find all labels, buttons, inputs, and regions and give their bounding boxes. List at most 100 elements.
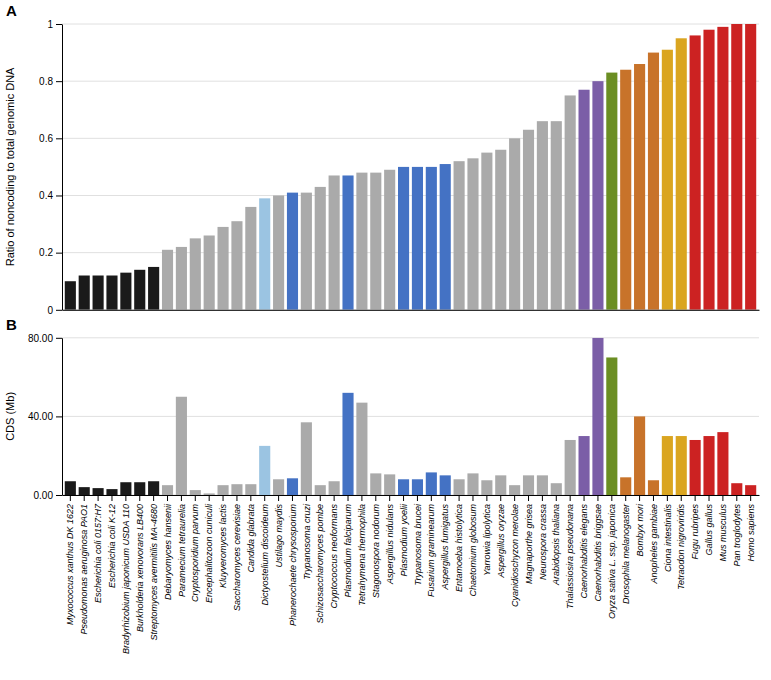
x-tick: Ciona intestinalis (663, 495, 673, 572)
tick-mark (209, 495, 210, 501)
bar (218, 485, 229, 495)
tick-mark (181, 495, 182, 501)
tick-mark (56, 138, 62, 139)
x-tick: Plasmodium falciparum (343, 495, 353, 598)
bar (106, 276, 117, 310)
y-tick: 0 (47, 305, 62, 316)
bar (342, 393, 353, 495)
bar (176, 247, 187, 310)
bar (273, 479, 284, 495)
tick-mark (389, 495, 390, 501)
x-tick: Saccharomyces cerevisiae (232, 495, 242, 611)
tick-mark (334, 495, 335, 501)
x-tick: Tetrahymena thermophila (357, 495, 367, 606)
x-tick: Magnaporthe grisea (524, 495, 534, 584)
bar (565, 440, 576, 495)
x-tick: Anopheles gambiae (649, 495, 659, 585)
bar (148, 267, 159, 310)
tick-mark (500, 495, 501, 501)
x-tick: Encephalitozoon cuniculi (204, 495, 214, 603)
bars (65, 24, 756, 310)
y-tick: 1 (47, 19, 62, 30)
y-tick: 80.00 (28, 333, 62, 344)
bar (467, 473, 478, 495)
bar (676, 436, 687, 495)
x-tick-label: Candida glabrata (246, 504, 256, 573)
x-tick: Fusarium graminearum (426, 495, 436, 597)
bar (634, 64, 645, 310)
x-tick-label: Cyanidioschyzon merolae (510, 504, 520, 607)
x-tick-label: Encephalitozoon cuniculi (204, 503, 214, 603)
x-tick-label: Yarrowia lipolytica (482, 504, 492, 576)
tick-mark (84, 495, 85, 501)
x-tick-label: Caenorhabditis elegans (579, 504, 589, 599)
x-tick: Kluyveromyces lactis (218, 495, 228, 588)
bar (65, 481, 76, 495)
axis-line (63, 310, 760, 311)
x-tick: Candida glabrata (246, 495, 256, 573)
x-tick: Aspergillus oryzae (496, 495, 506, 579)
x-tick-label: Magnaporthe grisea (524, 504, 534, 584)
x-tick-label: Aspergillus nidulans (385, 504, 395, 586)
tick-mark (56, 338, 62, 339)
bar (523, 475, 534, 495)
bar (745, 485, 756, 495)
bar (204, 493, 215, 495)
bar (204, 235, 215, 309)
tick-mark (445, 495, 446, 501)
bar (495, 150, 506, 310)
tick-mark (695, 495, 696, 501)
x-tick: Phanerochaete chrysosporium (288, 495, 298, 626)
tick-mark (348, 495, 349, 501)
x-tick-label: Saccharomyces cerevisiae (232, 504, 242, 611)
x-tick: Aspergillus nidulans (385, 495, 395, 585)
x-tick: Debaryomyces hansenii (163, 495, 173, 600)
x-tick: Caenorhabditis elegans (579, 495, 589, 599)
y-tick-label: 0.8 (39, 76, 53, 87)
bar (648, 53, 659, 310)
bar (495, 475, 506, 495)
bar (731, 483, 742, 495)
tick-mark (431, 495, 432, 501)
bar (551, 121, 562, 310)
x-tick-label: Gallus gallus (704, 504, 714, 556)
x-tick: Drosophila melanogaster (621, 495, 631, 604)
bar (717, 432, 728, 495)
tick-mark (56, 195, 62, 196)
bar (676, 38, 687, 310)
bar (106, 489, 117, 495)
bar (301, 193, 312, 310)
bar (412, 167, 423, 310)
bar (162, 485, 173, 495)
tick-mark (306, 495, 307, 501)
bar (454, 161, 465, 310)
bar (745, 24, 756, 310)
x-tick: Escherichia coli 0157:H7 (93, 495, 103, 603)
x-tick: Cryptosporidium parvum (190, 495, 200, 602)
bar (565, 95, 576, 309)
x-tick-label: Debaryomyces hansenii (163, 503, 173, 600)
x-tick-label: Myxococcus xanthus DK 1622 (65, 504, 75, 625)
x-tick-label: Streptomyces avermitilis MA-4680 (149, 504, 159, 641)
panel-title: B (6, 316, 17, 333)
x-tick-label: Cryptococcus neoformans (329, 504, 339, 609)
grid-line (62, 24, 759, 25)
bar (606, 73, 617, 310)
bar (620, 70, 631, 310)
bar (509, 485, 520, 495)
bar (398, 167, 409, 310)
bar (592, 81, 603, 310)
tick-mark (223, 495, 224, 501)
x-tick: Arabidopsis thaliana (551, 495, 561, 586)
x-tick-label: Aspergillus oryzae (496, 504, 506, 579)
x-tick: Thalassiosira pseudonana (565, 495, 575, 609)
y-tick-label: 0.6 (39, 133, 53, 144)
tick-mark (486, 495, 487, 501)
bar (690, 440, 701, 495)
x-tick: Pseudomonas aeruginosa PAO1 (79, 495, 89, 634)
tick-mark (681, 495, 682, 501)
x-tick-label: Ciona intestinalis (663, 504, 673, 573)
tick-mark (56, 310, 62, 311)
bar (648, 480, 659, 495)
x-tick-label: Cryptosporidium parvum (190, 504, 200, 603)
